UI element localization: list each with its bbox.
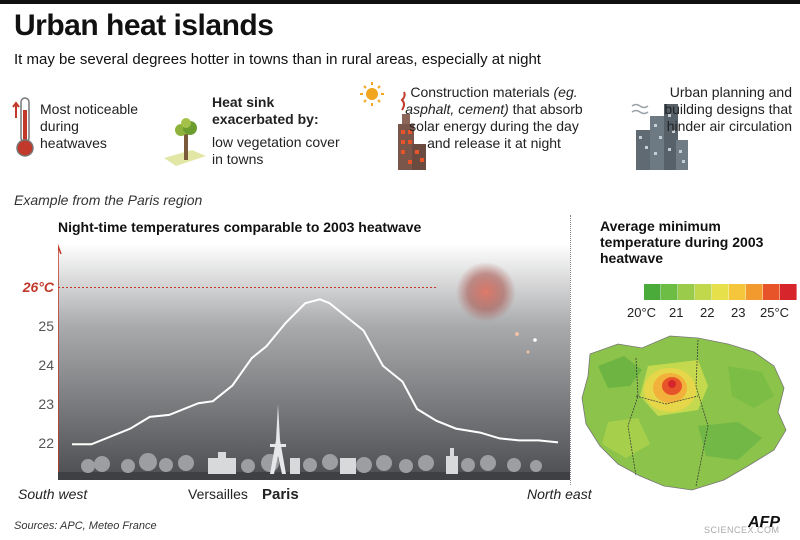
scale-label: 22: [700, 305, 715, 320]
scale-label: 25°C: [760, 305, 790, 320]
temperature-line: [72, 298, 559, 446]
star-icon: [526, 350, 530, 354]
color-scale-swatch: [661, 284, 678, 300]
x-label-south-west: South west: [18, 486, 88, 502]
x-label-paris: Paris: [262, 486, 299, 503]
color-scale-swatch: [644, 284, 661, 300]
temperature-color-scale: [644, 284, 797, 300]
afp-logo: AFP: [748, 514, 780, 531]
star-icon: [533, 338, 537, 342]
moon-glow: [456, 262, 516, 322]
fact-heat-sink-heading: Heat sink exacerbated by:: [212, 94, 319, 127]
credit-watermark: SCIENCEX.COM: [704, 525, 780, 535]
scale-label: 23: [731, 305, 746, 320]
fact-urban-planning: Urban planning and building designs that…: [664, 84, 792, 134]
x-label-versailles: Versailles: [188, 486, 248, 502]
y-axis-arrow: [58, 244, 62, 255]
divider-line: [570, 215, 571, 485]
page-title: Urban heat islands: [14, 9, 274, 42]
scale-label: 20°C: [627, 305, 657, 320]
y-tick-label-26: 26°C: [22, 278, 54, 295]
top-rule: [0, 0, 800, 4]
page-subtitle: It may be several degrees hotter in town…: [14, 51, 541, 68]
dense-buildings-icon: [631, 103, 688, 170]
color-scale-swatch: [763, 284, 780, 300]
color-scale-swatch: [678, 284, 695, 300]
temperature-chart: [58, 244, 570, 480]
fact-construction: Construction materials (eg. asphalt, cem…: [405, 84, 583, 151]
region-note: Example from the Paris region: [14, 192, 203, 208]
color-scale-swatch: [695, 284, 712, 300]
scale-label: 21: [669, 305, 684, 320]
sun-buildings-icon: [360, 82, 426, 170]
city-skyline: [58, 404, 570, 480]
chart-title: Night-time temperatures comparable to 20…: [58, 219, 422, 235]
sources-note: Sources: APC, Meteo France: [14, 520, 157, 532]
color-scale-swatch: [712, 284, 729, 300]
star-icon: [515, 332, 519, 336]
thermometer-icon: [12, 97, 34, 157]
map-title: Average minimum temperature during 2003 …: [600, 218, 764, 266]
y-tick-label: 25: [38, 317, 54, 334]
tree-icon: [164, 118, 206, 166]
y-tick-label: 23: [38, 396, 54, 413]
eiffel-tower-icon: [270, 404, 286, 474]
paris-region-heat-map: [581, 335, 787, 491]
fact-heatwaves: Most noticeable during heatwaves: [40, 101, 139, 151]
y-tick-label: 24: [38, 356, 54, 373]
x-label-north-east: North east: [527, 486, 592, 502]
fact-vegetation: low vegetation cover in towns: [212, 134, 340, 167]
color-scale-swatch: [780, 284, 797, 300]
color-scale-swatch: [729, 284, 746, 300]
y-tick-label: 22: [38, 435, 54, 452]
color-scale-swatch: [746, 284, 763, 300]
